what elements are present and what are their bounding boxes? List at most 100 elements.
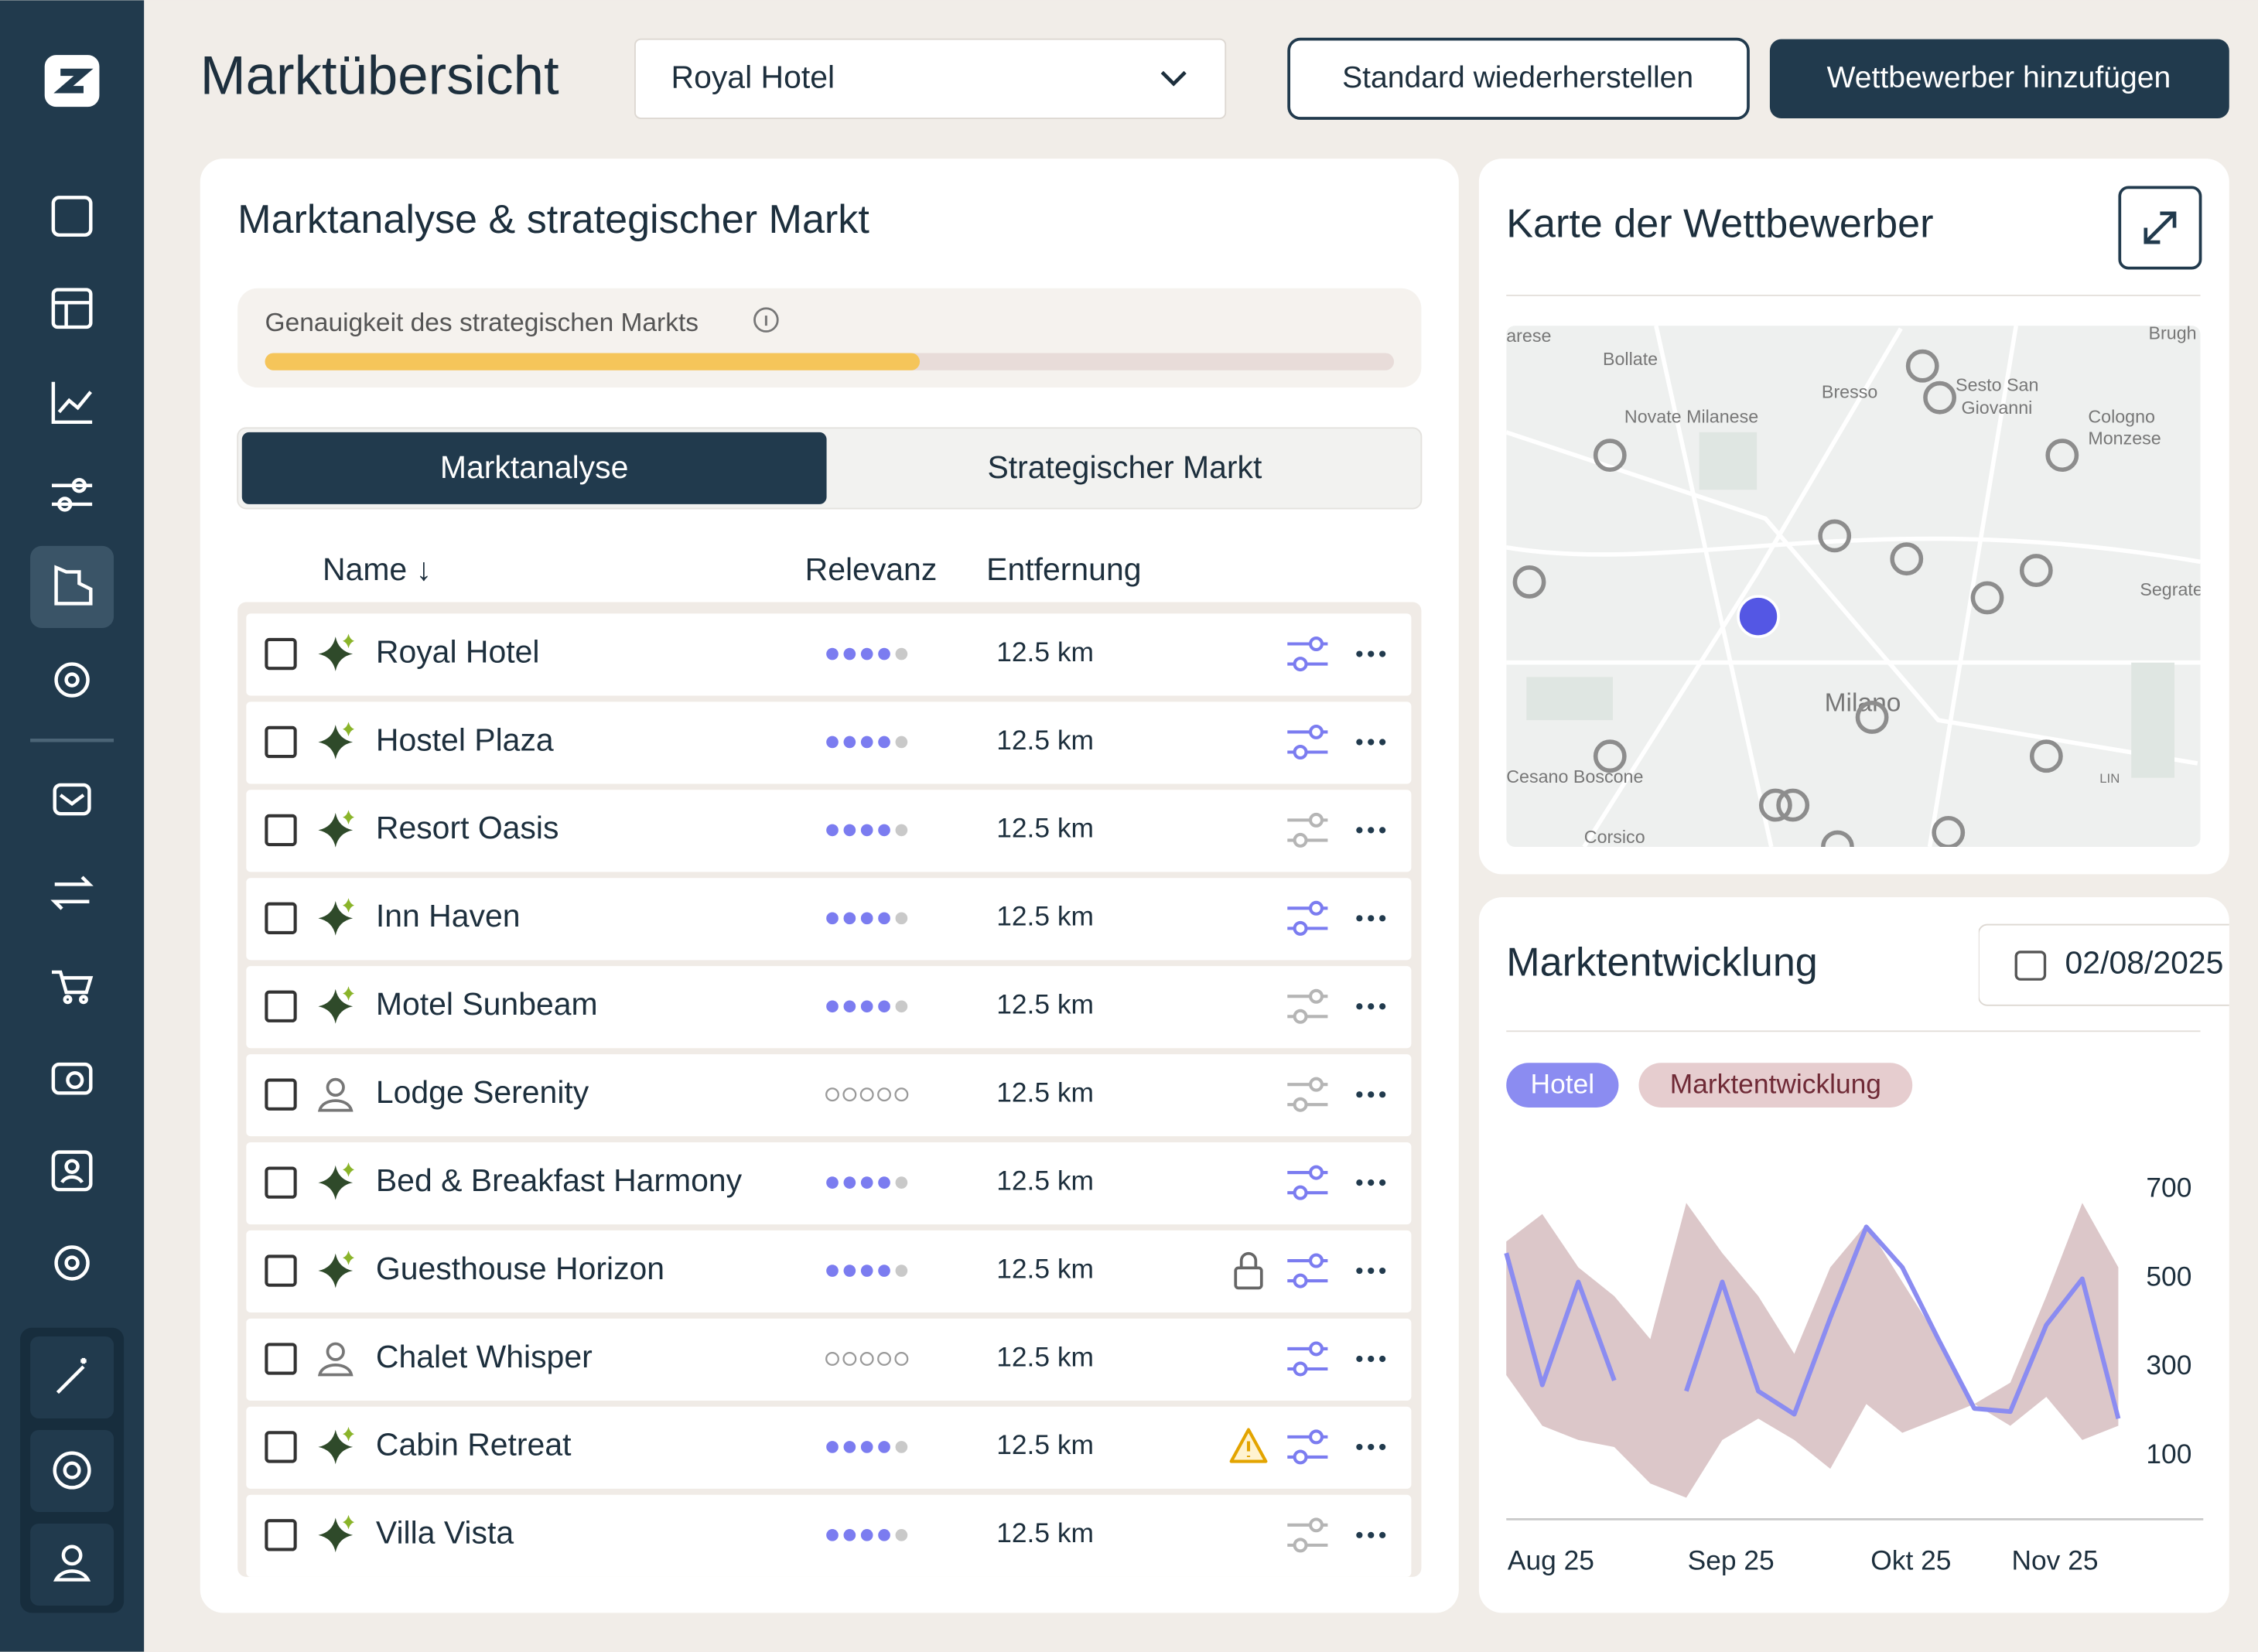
checkbox[interactable] — [265, 1431, 297, 1463]
more-icon[interactable] — [1356, 1355, 1363, 1363]
relevance-dot — [878, 736, 890, 749]
more-icon[interactable] — [1368, 1091, 1375, 1098]
ai-icon — [318, 1429, 354, 1465]
more-icon[interactable] — [1368, 1355, 1375, 1363]
adjust-button[interactable] — [1287, 1165, 1328, 1200]
trend-title: Marktentwicklung — [1506, 940, 1818, 985]
adjust-icon — [1309, 900, 1324, 916]
relevance-dots — [826, 1176, 908, 1189]
relevance-dot — [860, 1176, 873, 1189]
more-icon[interactable] — [1368, 1267, 1375, 1275]
row-name: Guesthouse Horizon — [376, 1251, 664, 1286]
more-icon[interactable] — [1356, 1003, 1363, 1010]
adjust-icon — [1309, 1253, 1324, 1268]
more-icon[interactable] — [1379, 1443, 1386, 1451]
checkbox[interactable] — [265, 990, 297, 1022]
adjust-button[interactable] — [1287, 1341, 1328, 1377]
add-button-label: Wettbewerber hinzufügen — [1827, 61, 2171, 94]
more-icon[interactable] — [1356, 739, 1363, 746]
adjust-icon — [1309, 1429, 1324, 1445]
more-icon[interactable] — [1356, 827, 1363, 834]
adjust-icon — [1293, 1449, 1308, 1465]
more-icon[interactable] — [1368, 1443, 1375, 1451]
checkbox[interactable] — [265, 637, 297, 671]
column-header[interactable]: Name ↓ — [323, 551, 432, 587]
checkbox[interactable] — [265, 725, 297, 759]
adjust-button[interactable] — [1287, 1253, 1328, 1288]
map-label: Sesto San — [1956, 374, 2038, 394]
legend-pill[interactable] — [1506, 1063, 1619, 1108]
add-button[interactable] — [1769, 39, 2229, 119]
checkbox[interactable] — [265, 1166, 297, 1199]
relevance-dot — [843, 1441, 856, 1453]
relevance-dot — [843, 912, 856, 925]
relevance-dot — [895, 647, 908, 660]
more-icon[interactable] — [1379, 1003, 1386, 1010]
relevance-dot — [895, 1529, 908, 1541]
ai-icon — [343, 810, 354, 824]
more-icon[interactable] — [1368, 739, 1375, 746]
relevance-dot — [826, 736, 839, 749]
adjust-button[interactable] — [1287, 812, 1328, 848]
more-icon[interactable] — [1356, 1443, 1363, 1451]
more-icon[interactable] — [1368, 1179, 1375, 1186]
more-icon[interactable] — [1379, 1267, 1386, 1275]
more-icon[interactable] — [1379, 650, 1386, 657]
more-icon[interactable] — [1379, 827, 1386, 834]
checkbox[interactable] — [265, 1519, 297, 1551]
more-icon[interactable] — [1379, 1355, 1386, 1363]
more-icon[interactable] — [1379, 915, 1386, 922]
checkbox[interactable] — [265, 1254, 297, 1287]
more-icon[interactable] — [1356, 1179, 1363, 1186]
relevance-dots — [826, 1000, 908, 1013]
relevance-dot — [860, 1000, 873, 1013]
adjust-icon — [1309, 1077, 1324, 1092]
adjust-button[interactable] — [1287, 724, 1328, 759]
more-icon[interactable] — [1356, 1091, 1363, 1098]
adjust-icon — [1293, 1538, 1308, 1553]
legend-pill[interactable] — [1638, 1063, 1913, 1108]
more-icon[interactable] — [1379, 1091, 1386, 1098]
more-icon[interactable] — [1356, 1267, 1363, 1275]
tab-label[interactable]: Marktanalyse — [440, 449, 628, 485]
more-icon[interactable] — [1368, 827, 1375, 834]
more-icon[interactable] — [1379, 739, 1386, 746]
checkbox[interactable] — [265, 1343, 297, 1375]
tab-label[interactable]: Strategischer Markt — [987, 449, 1262, 485]
adjust-button[interactable] — [1287, 637, 1328, 672]
more-icon[interactable] — [1356, 1531, 1363, 1538]
row-distance: 12.5 km — [996, 1166, 1094, 1196]
relevance-dot — [843, 1529, 856, 1541]
relevance-dot — [825, 1087, 839, 1102]
checkbox[interactable] — [265, 1078, 297, 1111]
info-icon[interactable] — [753, 307, 779, 333]
adjust-button[interactable] — [1287, 988, 1328, 1024]
more-icon[interactable] — [1356, 650, 1363, 657]
checkbox[interactable] — [265, 902, 297, 934]
map-label: Milano — [1825, 689, 1901, 718]
adjust-button[interactable] — [1287, 1077, 1328, 1112]
checkbox[interactable] — [265, 814, 297, 847]
ai-icon — [318, 1253, 354, 1288]
row-name: Royal Hotel — [376, 633, 540, 669]
more-icon[interactable] — [1379, 1179, 1386, 1186]
more-icon[interactable] — [1368, 650, 1375, 657]
adjust-button[interactable] — [1287, 1517, 1328, 1553]
adjust-icon — [1309, 1165, 1324, 1180]
ai-icon — [343, 1250, 354, 1265]
row-distance: 12.5 km — [996, 725, 1094, 756]
reset-button[interactable] — [1287, 37, 1750, 120]
more-icon[interactable] — [1368, 1003, 1375, 1010]
more-icon[interactable] — [1368, 915, 1375, 922]
relevance-dots — [826, 1265, 908, 1277]
date-picker[interactable] — [1978, 923, 2258, 1006]
more-icon[interactable] — [1356, 915, 1363, 922]
relevance-dot — [895, 912, 908, 925]
hotel-select[interactable] — [634, 38, 1227, 119]
relevance-dot — [878, 824, 890, 837]
more-icon[interactable] — [1368, 1531, 1375, 1538]
ai-icon — [343, 898, 354, 913]
adjust-button[interactable] — [1287, 1429, 1328, 1465]
more-icon[interactable] — [1379, 1531, 1386, 1538]
adjust-button[interactable] — [1287, 900, 1328, 936]
